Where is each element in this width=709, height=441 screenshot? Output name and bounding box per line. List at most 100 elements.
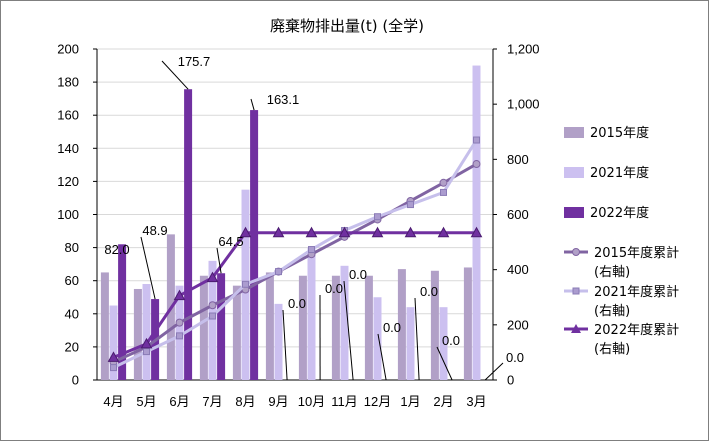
legend-label-2021年度: 2021年度 bbox=[590, 165, 649, 181]
legend-label-suffix: (右軸) bbox=[594, 342, 630, 357]
marker-2022年度累計 bbox=[404, 226, 417, 238]
data-label-2022: 163.1 bbox=[267, 92, 300, 107]
legend-marker bbox=[571, 324, 581, 333]
legend-label-2015年度: 2015年度 bbox=[590, 125, 649, 141]
marker-2021年度累計 bbox=[407, 201, 414, 209]
x-tick-label: 2月 bbox=[433, 394, 453, 409]
marker-2021年度累計 bbox=[242, 280, 249, 288]
y-right-tick-label: 1,000 bbox=[507, 97, 540, 112]
marker-2015年度累計 bbox=[439, 178, 448, 187]
marker-2022年度累計 bbox=[173, 289, 186, 301]
bar-2021年度 bbox=[142, 284, 151, 380]
data-label-leader bbox=[216, 247, 222, 274]
marker-2022年度累計 bbox=[371, 226, 384, 238]
marker-2021年度累計 bbox=[110, 364, 117, 372]
line-2015年度累計 bbox=[112, 162, 478, 364]
y-right-tick-label: 400 bbox=[507, 262, 529, 277]
bar-2021年度 bbox=[472, 65, 481, 381]
y-left-tick-label: 120 bbox=[57, 174, 79, 189]
x-tick-label: 11月 bbox=[331, 394, 358, 409]
bar-2015年度 bbox=[397, 269, 406, 380]
marker-2021年度累計 bbox=[209, 312, 216, 320]
x-tick-label: 6月 bbox=[169, 394, 189, 409]
marker-2022年度累計 bbox=[107, 351, 120, 362]
y-right-tick-label: 0 bbox=[507, 373, 514, 388]
x-tick-label: 10月 bbox=[298, 394, 325, 409]
data-label-leader bbox=[140, 236, 156, 300]
legend: 2015年度 2021年度 2022年度 2015年度累計 (右軸) 2021年度累計 (右… bbox=[564, 125, 679, 357]
y-right-tick-label: 600 bbox=[507, 207, 529, 222]
bar-2021年度 bbox=[208, 260, 217, 380]
marker-2022年度累計 bbox=[305, 226, 318, 238]
line-2022年度累計 bbox=[112, 231, 477, 359]
plot-area: 0 20 40 60 80 100 120 140 160 180 200 0 200 400 600 800… bbox=[57, 42, 539, 410]
bar-2021年度 bbox=[274, 303, 283, 380]
legend-marker bbox=[572, 287, 580, 295]
data-label-2022: 0.0 bbox=[325, 281, 343, 296]
y-right-tick-label: 1,200 bbox=[507, 42, 540, 57]
data-label-2022: 0.0 bbox=[442, 333, 460, 348]
x-tick-label: 12月 bbox=[364, 394, 391, 409]
bar-2015年度 bbox=[331, 275, 340, 380]
chart-title: 廃棄物排出量(t) (全学) bbox=[270, 17, 424, 35]
marker-2022年度累計 bbox=[239, 226, 252, 238]
legend-label-2021年度累計: 2021年度累計 bbox=[594, 284, 679, 300]
y-left-tick-label: 40 bbox=[65, 306, 79, 321]
bar-2015年度 bbox=[298, 275, 307, 380]
bar-2022年度 bbox=[118, 244, 127, 380]
legend-label-2015年度累計: 2015年度累計 bbox=[594, 245, 679, 261]
bar-2015年度 bbox=[364, 275, 373, 380]
marker-2022年度累計 bbox=[338, 226, 351, 238]
y-left-tick-label: 60 bbox=[65, 273, 79, 288]
line-2021年度累計 bbox=[112, 139, 478, 369]
x-tick-label: 3月 bbox=[466, 394, 486, 409]
marker-2022年度累計 bbox=[206, 271, 219, 283]
bar-2015年度 bbox=[232, 285, 241, 380]
bar-2022年度 bbox=[184, 89, 193, 381]
legend-label-suffix: (右軸) bbox=[594, 304, 630, 319]
marker-2021年度累計 bbox=[473, 136, 480, 144]
y-left-tick-label: 80 bbox=[65, 240, 79, 255]
marker-2022年度累計 bbox=[470, 226, 483, 238]
data-label-2022: 0.0 bbox=[506, 350, 524, 365]
bar-2015年度 bbox=[100, 272, 109, 380]
data-label-2022: 64.5 bbox=[218, 234, 243, 249]
marker-2021年度累計 bbox=[176, 332, 183, 340]
data-label-leader bbox=[343, 280, 354, 381]
legend-swatch-2015年度 bbox=[564, 127, 584, 138]
bar-2021年度 bbox=[340, 265, 349, 380]
x-tick-label: 9月 bbox=[268, 394, 288, 409]
y-left-tick-label: 180 bbox=[57, 75, 79, 90]
y-left-tick-label: 140 bbox=[57, 141, 79, 156]
bar-2015年度 bbox=[199, 275, 208, 380]
data-label-2022: 82.0 bbox=[104, 242, 129, 257]
marker-2022年度累計 bbox=[437, 226, 450, 238]
data-label-2022: 0.0 bbox=[383, 320, 401, 335]
marker-2015年度累計 bbox=[208, 301, 217, 310]
data-label-leader bbox=[436, 346, 453, 381]
marker-2021年度累計 bbox=[308, 246, 315, 254]
marker-2022年度累計 bbox=[140, 337, 153, 349]
marker-2021年度累計 bbox=[440, 188, 447, 196]
marker-2015年度累計 bbox=[175, 318, 184, 327]
data-label-2022: 175.7 bbox=[178, 54, 211, 69]
bar-2015年度 bbox=[430, 270, 439, 380]
legend-marker bbox=[572, 248, 580, 256]
legend-label-2022年度: 2022年度 bbox=[590, 205, 649, 221]
legend-swatch-2022年度 bbox=[564, 207, 584, 218]
bar-2015年度 bbox=[265, 272, 274, 380]
marker-2021年度累計 bbox=[275, 268, 282, 276]
x-tick-label: 7月 bbox=[202, 394, 222, 409]
y-left-tick-label: 20 bbox=[65, 339, 79, 354]
marker-2022年度累計 bbox=[272, 226, 285, 238]
data-label-leader bbox=[282, 309, 288, 381]
y-right-tick-label: 200 bbox=[507, 317, 529, 332]
legend-label-2022年度累計: 2022年度累計 bbox=[594, 322, 679, 338]
bar-2021年度 bbox=[439, 307, 448, 380]
marker-2015年度累計 bbox=[472, 160, 481, 169]
data-label-2022: 0.0 bbox=[349, 267, 367, 282]
data-label-2022: 0.0 bbox=[288, 296, 306, 311]
bar-2021年度 bbox=[109, 305, 118, 380]
